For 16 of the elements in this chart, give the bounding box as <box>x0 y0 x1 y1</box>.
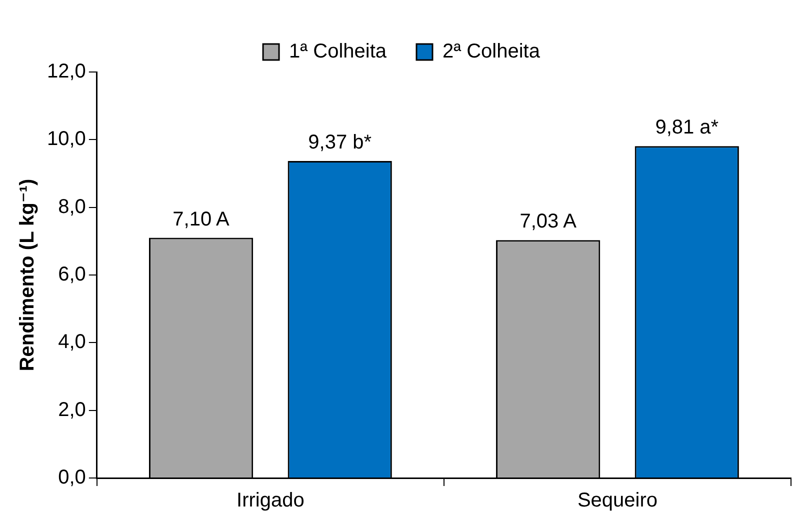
legend-label: 1ª Colheita <box>289 40 388 63</box>
data-label: 9,81 a* <box>655 116 719 139</box>
y-axis-title: Rendimento (L kg⁻¹) <box>16 178 39 372</box>
y-tick-label: 2,0 <box>58 398 86 421</box>
x-tick-label: Irrigado <box>236 490 304 512</box>
y-tick-label: 10,0 <box>46 128 86 150</box>
data-label: 7,10 A <box>172 208 230 230</box>
x-tick-label: Sequeiro <box>577 490 658 512</box>
y-tick-label: 0,0 <box>58 466 86 489</box>
legend-label: 2ª Colheita <box>442 40 541 63</box>
y-tick-label: 4,0 <box>58 331 86 354</box>
y-tick-label: 12,0 <box>46 60 86 83</box>
data-label: 9,37 b* <box>308 131 372 154</box>
y-tick-label: 6,0 <box>58 264 86 286</box>
data-label: 7,03 A <box>520 210 578 233</box>
y-tick-label: 8,0 <box>58 196 86 218</box>
